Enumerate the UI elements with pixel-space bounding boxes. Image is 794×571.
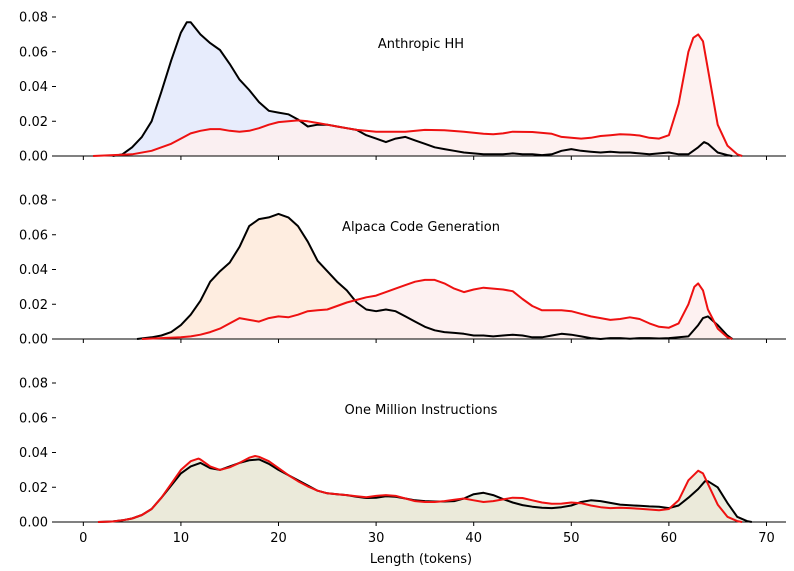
y-tick-label: 0.08 xyxy=(19,11,48,26)
panel-title: One Million Instructions xyxy=(345,403,498,418)
y-tick-label: 0.08 xyxy=(19,377,48,392)
density-fill-2 xyxy=(141,279,733,339)
density-fill-2 xyxy=(93,34,743,156)
x-tick-label: 60 xyxy=(661,531,678,546)
y-tick-label: 0.04 xyxy=(19,80,48,95)
y-tick-label: 0.06 xyxy=(19,228,48,243)
density-fill-1 xyxy=(112,22,733,157)
y-tick-label: 0.04 xyxy=(19,263,48,278)
y-tick-label: 0.00 xyxy=(19,516,48,531)
x-tick-label: 20 xyxy=(270,531,287,546)
density-line-2 xyxy=(141,278,733,340)
x-tick-label: 0 xyxy=(79,531,87,546)
y-tick-label: 0.02 xyxy=(19,481,48,496)
density-line-2 xyxy=(93,33,743,157)
y-tick-label: 0.06 xyxy=(19,45,48,60)
y-tick-label: 0.02 xyxy=(19,115,48,130)
y-tick-label: 0.00 xyxy=(19,333,48,348)
x-tick-label: 70 xyxy=(758,531,775,546)
y-tick-label: 0.02 xyxy=(19,298,48,313)
panel-2: 0.00 0.02 0.04 0.06 0.08 Alpaca Code Generati… xyxy=(19,194,786,348)
x-tick-label: 30 xyxy=(368,531,385,546)
y-tick-label: 0.06 xyxy=(19,411,48,426)
x-tick-label: 40 xyxy=(465,531,482,546)
x-tick-label: 50 xyxy=(563,531,580,546)
panel-title: Anthropic HH xyxy=(378,37,464,52)
panels-group: 0.00 0.02 0.04 0.06 0.08 Anthropic HH 0.00 0.02… xyxy=(19,11,786,546)
density-fill-2 xyxy=(98,456,743,522)
panel-1: 0.00 0.02 0.04 0.06 0.08 Anthropic HH xyxy=(19,11,786,165)
x-tick-label: 10 xyxy=(173,531,190,546)
panel-3: 0.00 0.02 0.04 0.06 0.08 0 10 20 30 40 50 60 70 One M… xyxy=(19,377,786,546)
density-line-1 xyxy=(136,212,733,340)
panel-title: Alpaca Code Generation xyxy=(342,220,500,235)
x-axis-label: Length (tokens) xyxy=(370,552,472,567)
density-line-2 xyxy=(97,455,743,523)
y-tick-label: 0.04 xyxy=(19,446,48,461)
density-fill-1 xyxy=(137,213,733,339)
density-line-1 xyxy=(112,21,733,157)
y-tick-label: 0.08 xyxy=(19,194,48,209)
y-tick-label: 0.00 xyxy=(19,150,48,165)
